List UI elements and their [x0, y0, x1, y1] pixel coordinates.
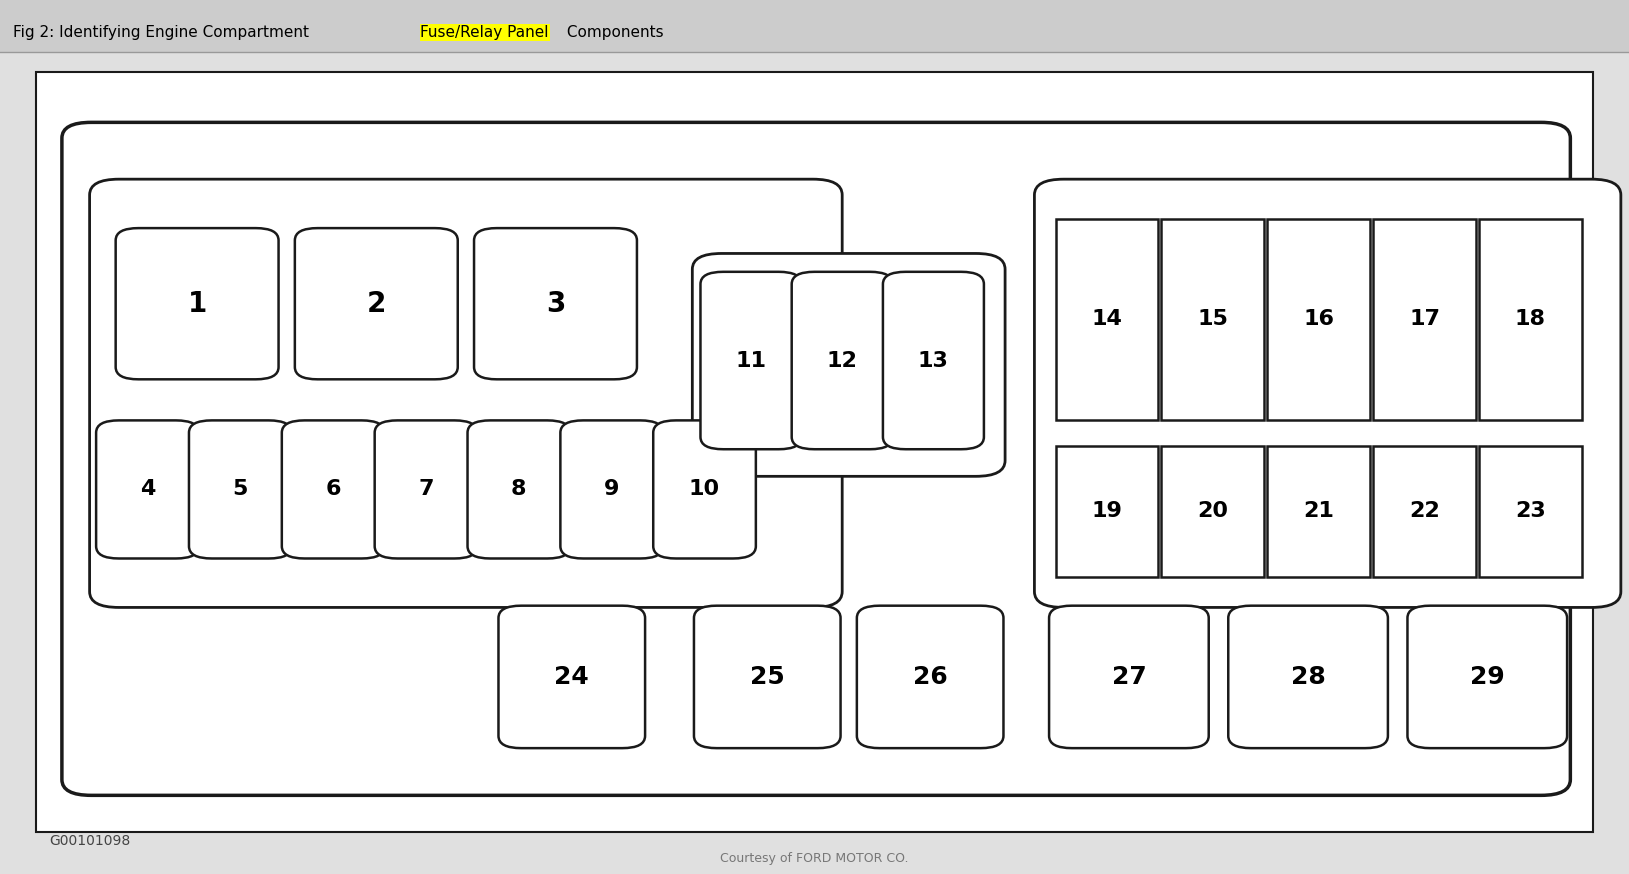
Bar	[1373, 446, 1476, 577]
FancyBboxPatch shape	[295, 228, 458, 379]
FancyBboxPatch shape	[1034, 179, 1621, 607]
FancyBboxPatch shape	[700, 272, 801, 449]
Bar	[1373, 218, 1476, 420]
FancyBboxPatch shape	[62, 122, 1570, 795]
Text: 24: 24	[554, 665, 590, 689]
Text: 27: 27	[1111, 665, 1147, 689]
FancyBboxPatch shape	[116, 228, 279, 379]
Text: 19: 19	[1091, 502, 1122, 521]
Text: 29: 29	[1469, 665, 1505, 689]
Text: 2: 2	[367, 289, 386, 318]
Text: Components: Components	[562, 24, 663, 40]
FancyBboxPatch shape	[282, 420, 384, 558]
Text: 17: 17	[1409, 309, 1440, 329]
Text: 8: 8	[512, 480, 526, 499]
Bar	[1267, 446, 1370, 577]
Bar	[1479, 446, 1582, 577]
FancyBboxPatch shape	[560, 420, 663, 558]
Text: 16: 16	[1303, 309, 1334, 329]
FancyBboxPatch shape	[0, 0, 1629, 52]
FancyBboxPatch shape	[468, 420, 570, 558]
Bar	[1479, 218, 1582, 420]
Text: 22: 22	[1409, 502, 1440, 521]
Text: 21: 21	[1303, 502, 1334, 521]
Text: 25: 25	[749, 665, 785, 689]
FancyBboxPatch shape	[90, 179, 842, 607]
Bar	[1161, 446, 1264, 577]
Text: 26: 26	[912, 665, 948, 689]
FancyBboxPatch shape	[653, 420, 756, 558]
Text: 11: 11	[735, 350, 767, 371]
Text: 13: 13	[919, 350, 948, 371]
FancyBboxPatch shape	[498, 606, 645, 748]
Text: 20: 20	[1197, 502, 1228, 521]
FancyBboxPatch shape	[96, 420, 199, 558]
FancyBboxPatch shape	[1228, 606, 1388, 748]
FancyBboxPatch shape	[1049, 606, 1209, 748]
Text: 7: 7	[419, 480, 433, 499]
FancyBboxPatch shape	[189, 420, 292, 558]
Text: 9: 9	[604, 480, 619, 499]
Text: 15: 15	[1197, 309, 1228, 329]
Text: Fig 2: Identifying Engine Compartment: Fig 2: Identifying Engine Compartment	[13, 24, 314, 40]
Text: 12: 12	[828, 350, 857, 371]
FancyBboxPatch shape	[375, 420, 477, 558]
Text: 5: 5	[233, 480, 248, 499]
Text: 18: 18	[1515, 309, 1546, 329]
Bar	[1267, 218, 1370, 420]
Text: Courtesy of FORD MOTOR CO.: Courtesy of FORD MOTOR CO.	[720, 852, 909, 864]
Text: G00101098: G00101098	[49, 834, 130, 848]
Bar	[1056, 218, 1158, 420]
Text: 28: 28	[1290, 665, 1326, 689]
Text: 1: 1	[187, 289, 207, 318]
Text: 6: 6	[326, 480, 340, 499]
Bar	[1161, 218, 1264, 420]
FancyBboxPatch shape	[474, 228, 637, 379]
Text: 14: 14	[1091, 309, 1122, 329]
Text: 4: 4	[140, 480, 155, 499]
FancyBboxPatch shape	[694, 606, 841, 748]
FancyBboxPatch shape	[692, 253, 1005, 476]
Text: Fuse/Relay Panel: Fuse/Relay Panel	[420, 24, 549, 40]
Text: 23: 23	[1515, 502, 1546, 521]
Text: 10: 10	[689, 480, 720, 499]
FancyBboxPatch shape	[883, 272, 984, 449]
FancyBboxPatch shape	[36, 72, 1593, 832]
FancyBboxPatch shape	[792, 272, 893, 449]
Text: 3: 3	[546, 289, 565, 318]
FancyBboxPatch shape	[857, 606, 1003, 748]
Bar	[1056, 446, 1158, 577]
FancyBboxPatch shape	[1407, 606, 1567, 748]
